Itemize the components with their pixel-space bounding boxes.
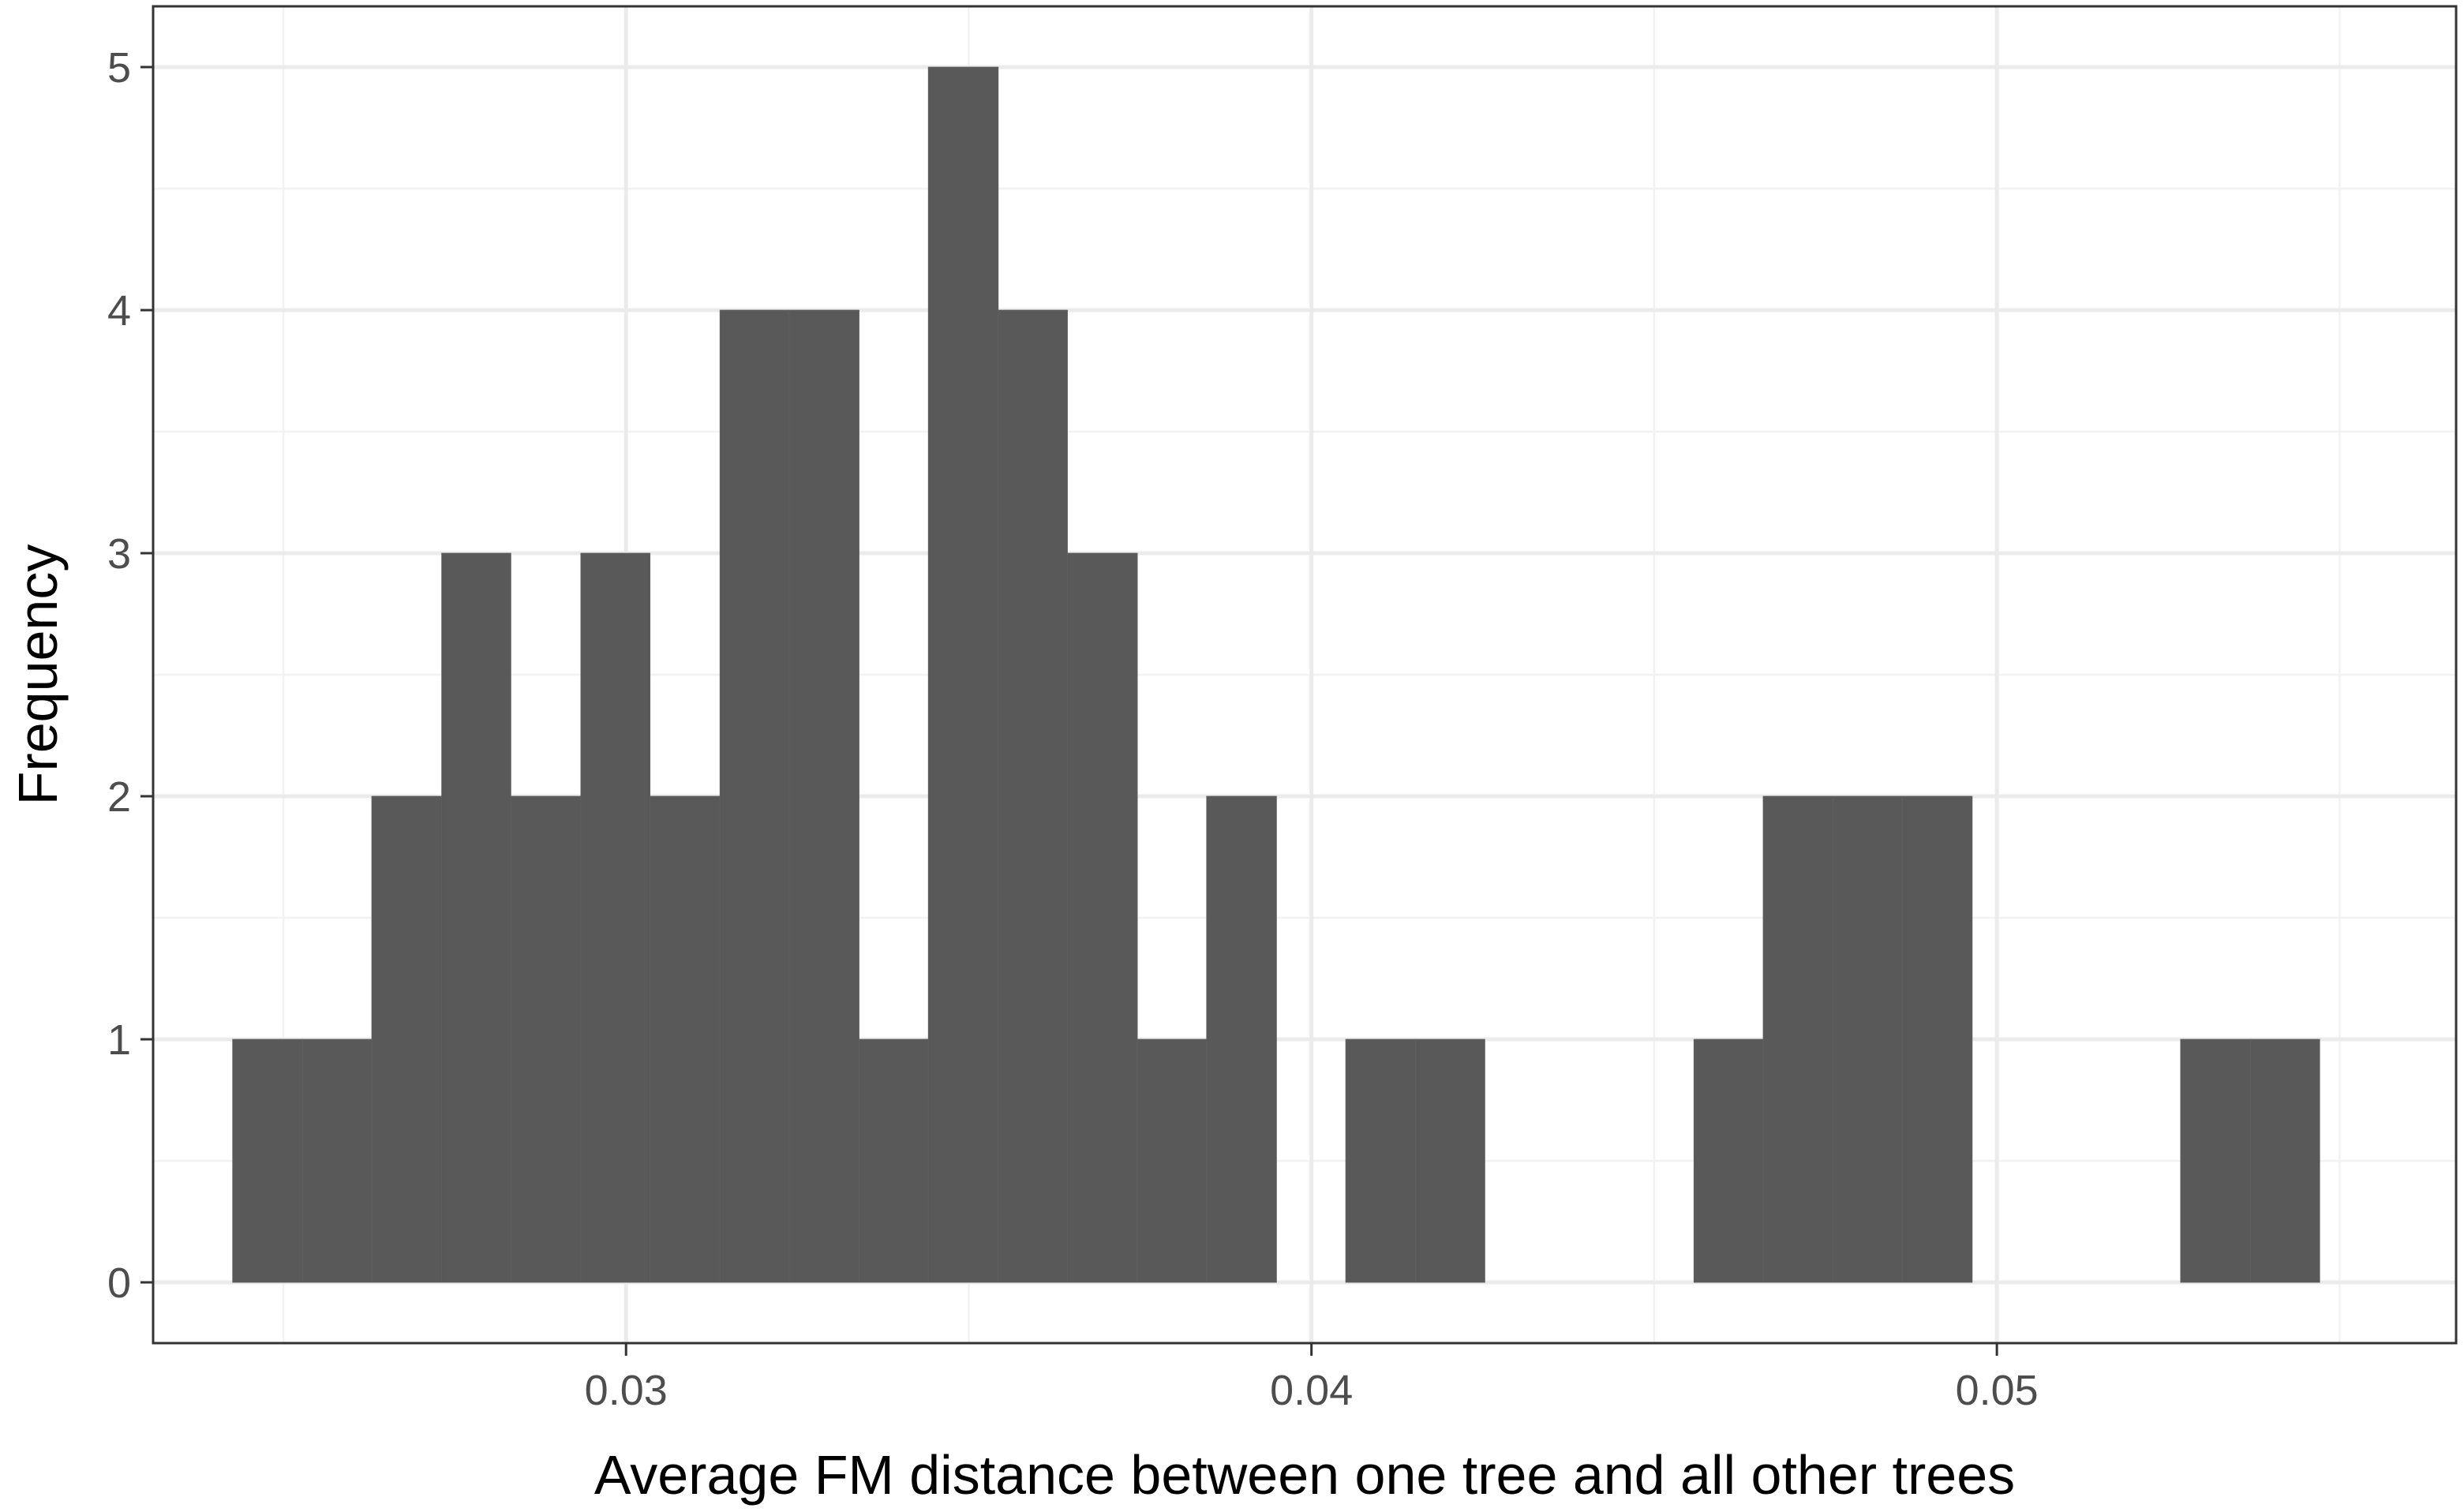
histogram-bar xyxy=(650,795,721,1283)
histogram-bar xyxy=(1693,1039,1764,1283)
x-tick-label: 0.03 xyxy=(585,1367,668,1414)
histogram-bars xyxy=(232,66,2320,1283)
panel-border xyxy=(152,5,2458,1345)
x-tick-label: 0.05 xyxy=(1956,1367,2039,1414)
y-tick-label: 4 xyxy=(107,287,131,335)
histogram-bar xyxy=(1067,552,1138,1283)
x-tick-label: 0.04 xyxy=(1270,1367,1353,1414)
y-axis-title: Frequency xyxy=(7,545,69,806)
y-tick-label: 5 xyxy=(107,44,131,92)
histogram-bar xyxy=(1206,795,1277,1283)
y-tick-label: 1 xyxy=(107,1016,131,1064)
y-axis: 0 1 2 3 4 5 xyxy=(107,44,153,1307)
histogram-bar xyxy=(998,309,1068,1283)
histogram-bar xyxy=(788,309,859,1283)
histogram-bar xyxy=(1762,795,1833,1283)
y-tick-label: 0 xyxy=(107,1259,131,1307)
histogram-bar xyxy=(301,1039,373,1283)
histogram-bar xyxy=(927,66,999,1283)
y-tick-label: 3 xyxy=(107,530,131,578)
histogram-bar xyxy=(371,795,443,1283)
x-axis-title: Average FM distance between one tree and… xyxy=(594,1444,2015,1506)
x-axis: 0.03 0.04 0.05 xyxy=(585,1343,2039,1414)
histogram-bar xyxy=(580,552,651,1283)
histogram-bar xyxy=(1137,1039,1208,1283)
histogram-bar xyxy=(719,309,790,1283)
histogram-bar xyxy=(441,552,511,1283)
histogram-bar xyxy=(859,1039,929,1283)
histogram-bar xyxy=(1833,795,1903,1283)
y-tick-label: 2 xyxy=(107,773,131,821)
histogram-bar xyxy=(510,795,582,1283)
histogram-bar xyxy=(2180,1039,2251,1283)
histogram-bar xyxy=(1901,795,1973,1283)
histogram-bar xyxy=(1415,1039,1485,1283)
histogram-bar xyxy=(2250,1039,2320,1283)
histogram-bar xyxy=(232,1039,303,1283)
histogram-bar xyxy=(1345,1039,1417,1283)
